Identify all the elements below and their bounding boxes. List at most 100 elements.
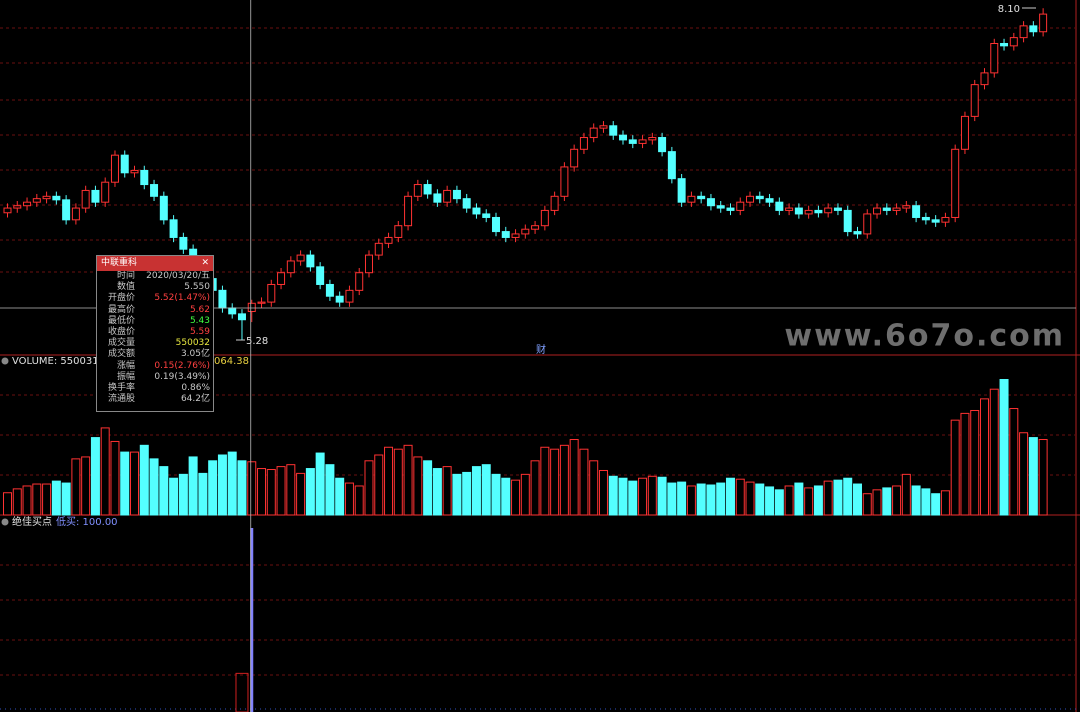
volume-bar xyxy=(608,475,618,516)
volume-bar xyxy=(354,485,364,516)
volume-bar xyxy=(833,479,843,516)
volume-bar xyxy=(276,466,286,516)
volume-bar xyxy=(286,464,296,516)
candle-body xyxy=(81,189,90,209)
candle-body xyxy=(277,272,286,285)
candle-body xyxy=(521,228,530,235)
volume-bar xyxy=(511,479,521,516)
volume-bar xyxy=(950,419,960,516)
indicator-bar xyxy=(235,672,249,712)
volume-bar xyxy=(364,460,374,516)
candle-body xyxy=(853,231,862,235)
tooltip-label: 涨幅 xyxy=(116,360,135,371)
volume-bar xyxy=(51,480,61,516)
candle-body xyxy=(863,213,872,235)
volume-bar xyxy=(980,398,989,516)
tooltip-title: 中联重科 ✕ xyxy=(97,256,213,271)
candle-body xyxy=(550,195,559,211)
volume-bar xyxy=(970,409,980,516)
candle-body xyxy=(882,207,891,211)
volume-bar xyxy=(305,468,315,516)
candle-body xyxy=(228,307,237,315)
candle-body xyxy=(560,166,569,197)
volume-bar xyxy=(774,489,784,516)
volume-bar xyxy=(862,493,872,516)
volume-bar xyxy=(755,483,765,516)
candle-body xyxy=(443,189,452,203)
tooltip-value: 5.52(1.47%) xyxy=(154,293,210,304)
volume-bar xyxy=(432,468,442,516)
tooltip-row: 换手率 0.86% xyxy=(97,383,213,394)
volume-bar xyxy=(71,458,81,516)
volume-bar xyxy=(559,444,569,516)
tooltip-value: 0.86% xyxy=(181,382,210,393)
candle-body xyxy=(970,84,979,117)
volume-bar xyxy=(716,482,726,516)
tooltip-label: 收盘价 xyxy=(107,326,135,337)
candle-body xyxy=(726,207,735,211)
indicator-legend: 低买: 100.00 xyxy=(56,515,118,528)
candle-body xyxy=(511,233,520,238)
candle-body xyxy=(110,154,119,183)
tooltip-label: 时间 xyxy=(116,271,135,281)
tooltip-label: 振幅 xyxy=(116,371,135,382)
volume-bar xyxy=(237,460,247,516)
candle-body xyxy=(296,254,305,262)
volume-bar xyxy=(657,476,667,516)
low-annotation: 5.28 xyxy=(246,336,268,347)
volume-bar xyxy=(335,477,345,516)
volume-bar xyxy=(100,427,110,516)
candle-body xyxy=(599,125,608,129)
close-icon[interactable]: ✕ xyxy=(201,258,209,268)
candle-body xyxy=(316,266,325,285)
volume-bar xyxy=(794,482,804,516)
candle-body xyxy=(619,134,628,141)
volume-bar xyxy=(257,468,267,516)
volume-bar xyxy=(130,451,140,516)
candle-body xyxy=(325,283,334,297)
tooltip-value: 0.19(3.49%) xyxy=(154,371,210,382)
candle-body xyxy=(159,195,168,221)
candle-body xyxy=(394,225,403,238)
volume-bar xyxy=(989,388,999,516)
volume-bar xyxy=(42,483,52,516)
candle-body xyxy=(472,207,481,215)
candle-body xyxy=(765,198,774,203)
candle-body xyxy=(755,195,764,200)
volume-bar xyxy=(765,486,775,516)
volume-bar xyxy=(452,473,462,516)
tooltip-value: 2020/03/20/五 xyxy=(146,271,210,281)
volume-bar xyxy=(540,446,550,516)
candle-body xyxy=(345,289,354,303)
candle-body xyxy=(785,207,794,211)
volume-bar xyxy=(677,481,687,516)
tooltip-row: 涨幅 0.15(2.76%) xyxy=(97,361,213,372)
volume-bar xyxy=(3,492,12,516)
candle-body xyxy=(13,205,22,209)
tooltip-label: 换手率 xyxy=(107,382,135,393)
volume-bar xyxy=(589,460,599,516)
volume-bar xyxy=(22,485,32,516)
tooltip-row: 最高价 5.62 xyxy=(97,305,213,316)
volume-bar xyxy=(530,460,540,516)
candle-body xyxy=(589,127,598,139)
candle-body xyxy=(941,216,950,223)
tooltip-value: 550032 xyxy=(175,338,210,349)
watermark: www.6o7o.com xyxy=(784,319,1065,354)
tooltip-label: 成交额 xyxy=(107,349,135,360)
volume-bar xyxy=(266,469,276,516)
volume-bar xyxy=(149,458,159,516)
volume-bar xyxy=(442,466,452,516)
volume-bar xyxy=(892,485,902,516)
volume-bar xyxy=(247,461,257,516)
volume-bar xyxy=(471,466,481,516)
volume-bar xyxy=(110,440,120,516)
tooltip: 中联重科 ✕ 时间 2020/03/20/五 数值 5.550 开盘价 5.52(1.47%… xyxy=(96,255,214,412)
volume-bar xyxy=(823,480,833,516)
candle-body xyxy=(814,209,823,214)
volume-bar xyxy=(227,451,237,516)
tooltip-label: 数值 xyxy=(116,282,135,293)
candle-body xyxy=(140,169,149,186)
candle-body xyxy=(912,205,921,218)
candle-body xyxy=(1029,25,1038,33)
